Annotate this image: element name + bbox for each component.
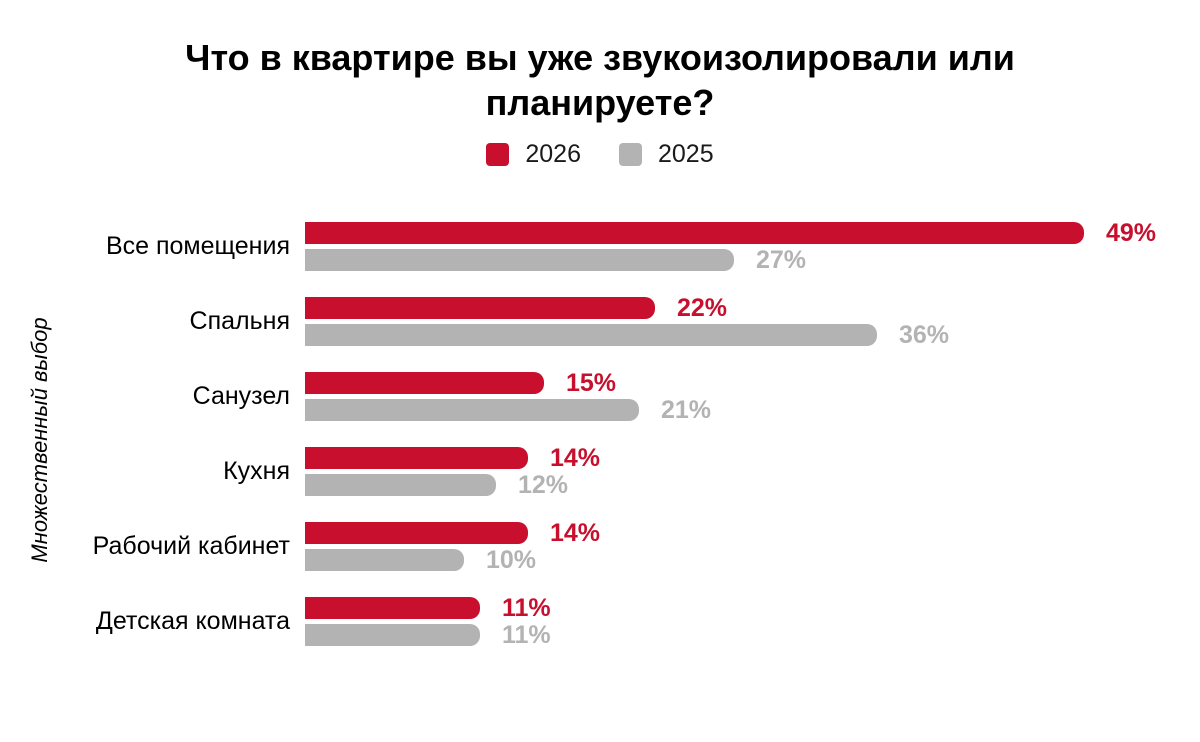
bar-pair: 49% 27%	[305, 219, 1200, 274]
value-label-2026: 11%	[502, 594, 551, 622]
bar-2026	[305, 297, 655, 319]
bar-pair: 11% 11%	[305, 594, 1200, 649]
bar-line-2025: 27%	[305, 246, 1200, 274]
legend: 2026 2025	[0, 142, 1200, 167]
bar-2025	[305, 624, 480, 646]
category-label: Все помещения	[105, 232, 290, 260]
bar-2025	[305, 399, 639, 421]
bar-group-row: Кухня 14% 12%	[0, 444, 1200, 499]
bar-line-2026: 14%	[305, 444, 1200, 472]
bar-pair: 22% 36%	[305, 294, 1200, 349]
category-label: Санузел	[192, 382, 290, 410]
legend-label-2026: 2026	[525, 140, 581, 169]
bar-chart-area: Все помещения 49% 27% Спальня 22% 36% Санузел 1…	[0, 219, 1200, 672]
value-label-2026: 14%	[550, 444, 601, 472]
category-label: Детская комната	[95, 607, 290, 635]
chart-title: Что в квартире вы уже звукоизолировали и…	[185, 37, 1015, 123]
legend-item-2025: 2025	[619, 142, 714, 167]
bar-line-2026: 11%	[305, 594, 1200, 622]
bar-group-row: Все помещения 49% 27%	[0, 219, 1200, 274]
bar-group-row: Спальня 22% 36%	[0, 294, 1200, 349]
value-label-2025: 27%	[756, 246, 807, 274]
value-label-2025: 10%	[486, 546, 537, 574]
category-label: Кухня	[223, 457, 290, 485]
bar-line-2025: 36%	[305, 321, 1200, 349]
bar-2025	[305, 474, 496, 496]
bar-line-2025: 11%	[305, 621, 1200, 649]
bar-line-2026: 49%	[305, 219, 1200, 247]
value-label-2026: 49%	[1106, 219, 1157, 247]
bar-group-row: Рабочий кабинет 14% 10%	[0, 519, 1200, 574]
bar-2026	[305, 372, 544, 394]
value-label-2025: 11%	[502, 621, 551, 649]
category-label: Спальня	[189, 307, 290, 335]
bar-2025	[305, 324, 877, 346]
bar-line-2026: 14%	[305, 519, 1200, 547]
bar-group-row: Детская комната 11% 11%	[0, 594, 1200, 649]
legend-swatch-2026	[486, 143, 510, 167]
bar-2025	[305, 549, 464, 571]
legend-swatch-2025	[619, 143, 642, 167]
bar-2026	[305, 522, 528, 544]
bar-line-2026: 22%	[305, 294, 1200, 322]
bar-group-row: Санузел 15% 21%	[0, 369, 1200, 424]
value-label-2026: 15%	[566, 369, 617, 397]
bar-line-2025: 12%	[305, 471, 1200, 499]
legend-item-2026: 2026	[486, 142, 581, 167]
category-label: Рабочий кабинет	[92, 532, 290, 560]
value-label-2025: 12%	[518, 471, 569, 499]
value-label-2026: 14%	[550, 519, 601, 547]
bar-2025	[305, 249, 734, 271]
bar-2026	[305, 597, 480, 619]
bar-2026	[305, 222, 1084, 244]
legend-label-2025: 2025	[658, 140, 714, 169]
bar-pair: 14% 10%	[305, 519, 1200, 574]
bar-2026	[305, 447, 528, 469]
bar-pair: 15% 21%	[305, 369, 1200, 424]
bar-line-2026: 15%	[305, 369, 1200, 397]
value-label-2025: 21%	[661, 396, 712, 424]
value-label-2025: 36%	[899, 321, 950, 349]
value-label-2026: 22%	[677, 294, 728, 322]
bar-pair: 14% 12%	[305, 444, 1200, 499]
bar-line-2025: 10%	[305, 546, 1200, 574]
bar-line-2025: 21%	[305, 396, 1200, 424]
